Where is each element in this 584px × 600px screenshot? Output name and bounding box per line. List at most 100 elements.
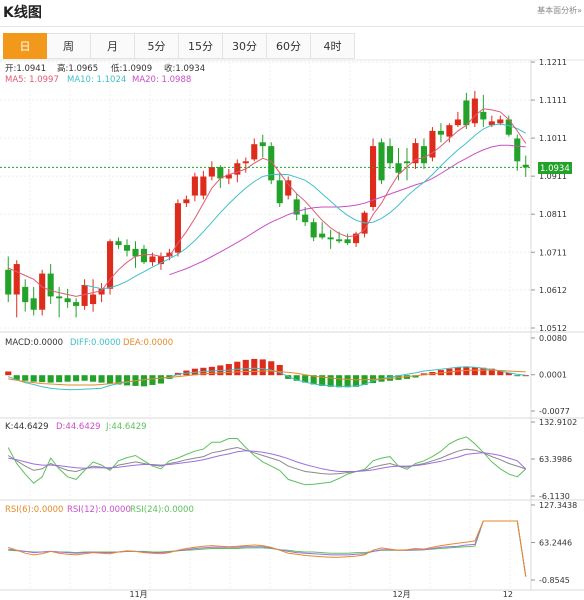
tab-day[interactable]: 日 xyxy=(3,33,47,59)
candle-body xyxy=(191,176,198,196)
candle-body xyxy=(30,298,37,310)
macd-bar xyxy=(73,375,80,382)
x-tick-label: 11月 xyxy=(130,590,148,599)
macd-bar xyxy=(522,375,529,377)
tab-5min[interactable]: 5分 xyxy=(135,33,179,59)
candle-body xyxy=(123,245,131,251)
candle-body xyxy=(310,222,317,238)
tab-60min[interactable]: 60分 xyxy=(267,33,311,59)
candle-body xyxy=(395,163,402,173)
macd-bar xyxy=(251,358,258,376)
macd-bar xyxy=(514,375,521,377)
chart-axes: 1.1211 1.1111 1.1011 1.0911 1.0811 1.0711 1.06… xyxy=(130,58,578,599)
candle-body xyxy=(378,142,385,181)
price-tick-label: 1.0612 xyxy=(539,286,567,295)
period-tabs: 日 周 月 5分 15分 30分 60分 4时 xyxy=(3,33,355,59)
candle-body xyxy=(115,241,122,246)
macd-bar xyxy=(259,359,266,376)
macd-bar xyxy=(488,368,495,376)
macd-bar xyxy=(81,375,88,381)
candle-body xyxy=(319,233,326,238)
macd-bar xyxy=(123,375,131,386)
candle-body xyxy=(13,264,20,295)
tab-15min[interactable]: 15分 xyxy=(179,33,223,59)
legend-low: 低:1.0909 xyxy=(111,63,152,74)
macd-bar xyxy=(157,375,165,384)
rsi-tick-label: -0.8545 xyxy=(539,576,570,585)
candle-body xyxy=(140,248,148,263)
candle-body xyxy=(480,111,487,120)
legend-rsi6: RSI(6):0.0000 xyxy=(5,505,63,515)
macd-bar xyxy=(386,375,394,381)
chart-grid xyxy=(0,59,584,591)
candle-body xyxy=(81,284,88,306)
legend-diff: DIFF:0.0000 xyxy=(70,338,121,348)
candle-body xyxy=(463,100,470,126)
tab-30min[interactable]: 30分 xyxy=(223,33,267,59)
last-price-badge xyxy=(538,162,572,174)
macd-dea-line xyxy=(8,369,526,386)
tab-week[interactable]: 周 xyxy=(47,33,91,59)
candle-body xyxy=(90,294,97,305)
legend-close: 收:1.0934 xyxy=(164,63,205,74)
macd-bar xyxy=(505,372,512,376)
legend-rsi12: RSI(12):0.0000 xyxy=(67,505,131,515)
header-divider xyxy=(0,26,584,27)
tab-month[interactable]: 月 xyxy=(91,33,135,59)
macd-tick-label: 0.0080 xyxy=(539,334,567,343)
candle-body xyxy=(98,288,105,295)
candle-body xyxy=(39,273,46,310)
rsi6-line xyxy=(8,520,527,577)
candle-body xyxy=(174,203,181,253)
legend-ma20: MA20: 1.0988 xyxy=(132,75,191,85)
kdj-tick-label: -6.1130 xyxy=(539,492,570,501)
candle-body xyxy=(497,119,504,124)
candle-body xyxy=(217,167,224,179)
fundamental-analysis-link[interactable]: 基本面分析» xyxy=(537,6,582,15)
last-price-text: 1.0934 xyxy=(540,164,570,174)
macd-bar xyxy=(98,375,105,383)
candle-body xyxy=(386,146,394,164)
candle-body xyxy=(293,199,300,215)
macd-bar xyxy=(344,375,351,388)
ma20-line xyxy=(169,144,526,276)
macd-bar xyxy=(480,367,487,376)
legend-open: 开:1.0941 xyxy=(5,64,46,74)
legend-rsi24: RSI(24):0.0000 xyxy=(130,505,194,515)
legend-k: K:44.6429 xyxy=(5,422,49,432)
legend-dea: DEA:0.0000 xyxy=(123,338,173,348)
candle-body xyxy=(327,237,334,240)
candle-body xyxy=(166,252,173,257)
legend-j: J:44.6429 xyxy=(105,422,147,432)
candle-body xyxy=(514,138,521,162)
macd-bar xyxy=(106,375,114,384)
macd-bar xyxy=(39,375,46,383)
candle-body xyxy=(56,296,63,299)
candle-body xyxy=(251,144,258,160)
macd-bar xyxy=(242,359,249,376)
price-tick-label: 1.0811 xyxy=(539,210,567,219)
legend-d: D:44.6429 xyxy=(56,422,101,432)
macd-bar xyxy=(327,375,334,387)
candle-body xyxy=(106,241,114,289)
candle-body xyxy=(505,119,512,135)
tab-4hour[interactable]: 4时 xyxy=(311,33,355,59)
rsi-tick-label: 63.2446 xyxy=(539,539,572,548)
candle-body xyxy=(302,214,309,223)
kdj-tick-label: 63.3986 xyxy=(539,455,572,464)
candle-body xyxy=(259,142,266,147)
candle-body xyxy=(454,119,461,126)
candle-body xyxy=(471,98,478,124)
macd-bar xyxy=(276,364,283,376)
candle-body xyxy=(336,239,343,242)
price-tick-label: 1.0512 xyxy=(539,324,567,333)
candle-body xyxy=(412,143,419,164)
kdj-k-line xyxy=(7,446,526,475)
candle-body xyxy=(403,161,411,164)
candle-body xyxy=(183,199,190,204)
page-title: K线图 xyxy=(3,5,42,21)
rsi24-line xyxy=(8,520,527,577)
kdj-tick-label: 132.9102 xyxy=(539,418,577,427)
macd-bar xyxy=(13,375,20,380)
